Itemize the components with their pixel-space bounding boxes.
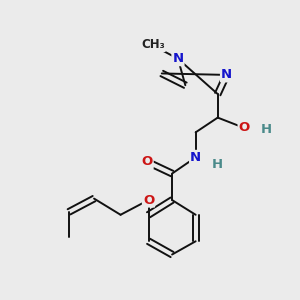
Text: N: N [221,68,232,81]
Text: O: O [143,194,154,207]
Text: H: H [212,158,223,171]
Text: N: N [172,52,184,65]
Text: O: O [238,122,250,134]
Text: O: O [141,155,153,168]
Text: H: H [261,123,272,136]
Text: CH₃: CH₃ [141,38,165,51]
Text: N: N [190,151,201,164]
